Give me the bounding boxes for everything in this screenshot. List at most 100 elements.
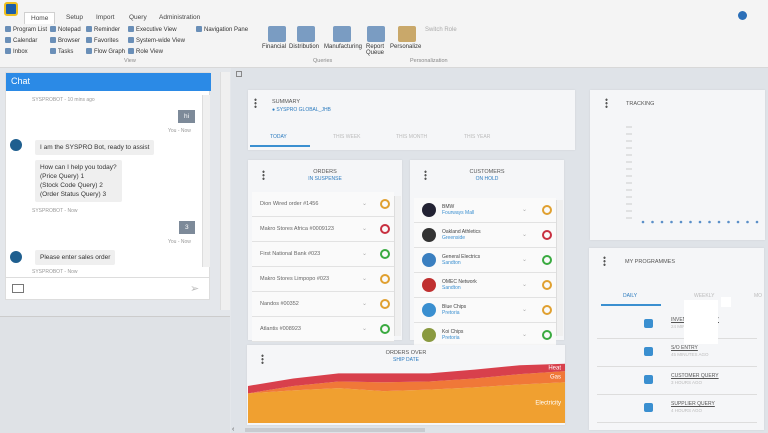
- query-button[interactable]: Financial: [262, 44, 287, 50]
- ribbon-view-item[interactable]: Program List: [5, 26, 47, 33]
- series-label: Gas: [550, 375, 561, 381]
- customer-row[interactable]: BMW Fourways Mall ⌄: [414, 198, 556, 223]
- order-label: First National Bank #023: [260, 251, 321, 257]
- menu-dots-icon[interactable]: [605, 98, 608, 108]
- ribbon-view-item[interactable]: Calendar: [5, 37, 37, 44]
- menu-dots-icon[interactable]: [603, 256, 606, 266]
- customer-logo: [422, 203, 436, 217]
- order-row[interactable]: Makro Stores Africa #0009123 ⌄: [252, 217, 394, 242]
- customer-row[interactable]: OMEC Network Sandton ⌄: [414, 273, 556, 298]
- customers-scrollbar[interactable]: [556, 200, 563, 336]
- image-attach-icon[interactable]: [12, 284, 24, 293]
- customers-subtitle: ON HOLD: [475, 176, 499, 182]
- order-row[interactable]: Nandos #00352 ⌄: [252, 292, 394, 317]
- programmes-tab[interactable]: WEEKLY: [694, 293, 715, 299]
- order-row[interactable]: Atlantis #008923 ⌄: [252, 317, 394, 342]
- switch-role-button[interactable]: Switch Role: [425, 27, 457, 33]
- chevron-down-icon[interactable]: ⌄: [362, 326, 368, 332]
- left-pane-scrollbar[interactable]: [220, 72, 230, 310]
- overlay-block: [684, 300, 718, 344]
- menu-dots-icon[interactable]: [262, 170, 265, 180]
- ribbon-tab[interactable]: Import: [96, 14, 115, 21]
- summary-tab[interactable]: TODAY: [270, 134, 287, 140]
- ribbon-tab[interactable]: Administration: [159, 14, 201, 21]
- order-row[interactable]: First National Bank #023 ⌄: [252, 242, 394, 267]
- menu-dots-icon[interactable]: [261, 354, 264, 364]
- summary-tab[interactable]: THIS YEAR: [464, 134, 491, 140]
- summary-tab[interactable]: THIS WEEK: [333, 134, 361, 140]
- group-label-view: View: [124, 58, 136, 64]
- chart-title: ORDERS OVER: [385, 350, 427, 356]
- ribbon-view-item[interactable]: Flow Graph: [86, 48, 125, 55]
- chevron-down-icon[interactable]: ⌄: [522, 257, 528, 263]
- orders-scrollbar[interactable]: [394, 196, 401, 336]
- programme-item[interactable]: INVENTORY QUERY24 MINUTES AGO: [597, 311, 757, 339]
- order-row[interactable]: Makro Stores Limpopo #023 ⌄: [252, 267, 394, 292]
- query-button[interactable]: Report Queue: [365, 44, 384, 56]
- tracking-card: TRACKING: [590, 90, 765, 240]
- ribbon-view-item[interactable]: Notepad: [50, 26, 81, 33]
- ribbon-item-label: Program List: [13, 27, 48, 33]
- chevron-down-icon[interactable]: ⌄: [522, 307, 528, 313]
- personalize-icon: [398, 26, 416, 42]
- menu-dots-icon[interactable]: [254, 98, 257, 108]
- ribbon-tab[interactable]: Setup: [66, 14, 83, 21]
- chat-scrollbar[interactable]: [202, 95, 210, 267]
- menu-dots-icon[interactable]: [424, 170, 427, 180]
- chart-subtitle: SHIP DATE: [393, 357, 419, 363]
- help-icon[interactable]: [738, 11, 747, 20]
- tracking-point: [736, 220, 740, 224]
- series-label: Electricity: [535, 401, 561, 407]
- chevron-down-icon[interactable]: ⌄: [362, 226, 368, 232]
- ribbon-view-item[interactable]: System-wide View: [128, 37, 185, 44]
- programmes-tab[interactable]: MO: [754, 293, 763, 299]
- chevron-down-icon[interactable]: ⌄: [522, 232, 528, 238]
- ribbon-view-item[interactable]: Browser: [50, 37, 80, 44]
- customer-row[interactable]: Blue Chips Pretoria ⌄: [414, 298, 556, 323]
- order-row[interactable]: Dion Wired order #1456 ⌄: [252, 192, 394, 217]
- programme-item[interactable]: SUPPLIER QUERY 4 HOURS AGO: [597, 395, 757, 423]
- customer-row[interactable]: Koi Chips Pretoria ⌄: [414, 323, 556, 348]
- chat-input[interactable]: [30, 282, 180, 296]
- customer-row[interactable]: Oakland Athletics Greenside ⌄: [414, 223, 556, 248]
- horizontal-scrollbar[interactable]: [245, 428, 425, 432]
- programme-item[interactable]: CUSTOMER QUERY 3 HOURS AGO: [597, 367, 757, 395]
- query-button[interactable]: Distribution: [289, 44, 320, 50]
- status-ring-icon: [542, 330, 552, 340]
- chevron-down-icon[interactable]: ⌄: [522, 282, 528, 288]
- chevron-down-icon[interactable]: ⌄: [362, 251, 368, 257]
- ribbon-view-item[interactable]: Role View: [128, 48, 163, 55]
- bot-avatar: [10, 251, 22, 263]
- programme-name[interactable]: CUSTOMER QUERY: [671, 373, 719, 379]
- ribbon-view-item[interactable]: Inbox: [5, 48, 28, 55]
- ribbon-item-label: Browser: [58, 38, 81, 44]
- send-icon[interactable]: ➢: [190, 283, 200, 295]
- chevron-down-icon[interactable]: ⌄: [362, 301, 368, 307]
- ribbon-view-item[interactable]: Navigation Pane: [196, 26, 248, 33]
- personalize-button[interactable]: Personalize: [390, 44, 422, 50]
- ribbon-view-item[interactable]: Tasks: [50, 48, 73, 55]
- scroll-left-icon[interactable]: ‹: [232, 426, 235, 433]
- chevron-down-icon[interactable]: ⌄: [522, 207, 528, 213]
- ribbon-item-icon: [128, 26, 134, 32]
- programmes-tab[interactable]: DAILY: [623, 293, 638, 299]
- query-button[interactable]: Manufacturing: [324, 44, 363, 50]
- cube-network-icon: [644, 319, 653, 328]
- chevron-down-icon[interactable]: ⌄: [362, 276, 368, 282]
- programme-name[interactable]: SUPPLIER QUERY: [671, 401, 715, 407]
- ribbon-tab[interactable]: Query: [129, 14, 147, 21]
- customer-row[interactable]: General Electrics Sandton ⌄: [414, 248, 556, 273]
- ribbon-view-item[interactable]: Executive View: [128, 26, 177, 33]
- bot-message-menu: How can I help you today? (Price Query) …: [35, 160, 122, 202]
- status-ring-icon: [542, 280, 552, 290]
- chat-title: Chat: [6, 73, 211, 91]
- status-ring-icon: [380, 299, 390, 309]
- programme-name[interactable]: S/O ENTRY: [671, 345, 698, 351]
- ribbon-view-item[interactable]: Favorites: [86, 37, 119, 44]
- summary-tab[interactable]: THIS MONTH: [396, 134, 428, 140]
- programme-item[interactable]: S/O ENTRY 45 MINUTES AGO: [597, 339, 757, 367]
- ribbon-tab[interactable]: Home: [24, 12, 56, 24]
- ribbon-view-item[interactable]: Reminder: [86, 26, 120, 33]
- chevron-down-icon[interactable]: ⌄: [362, 201, 368, 207]
- chevron-down-icon[interactable]: ⌄: [522, 332, 528, 338]
